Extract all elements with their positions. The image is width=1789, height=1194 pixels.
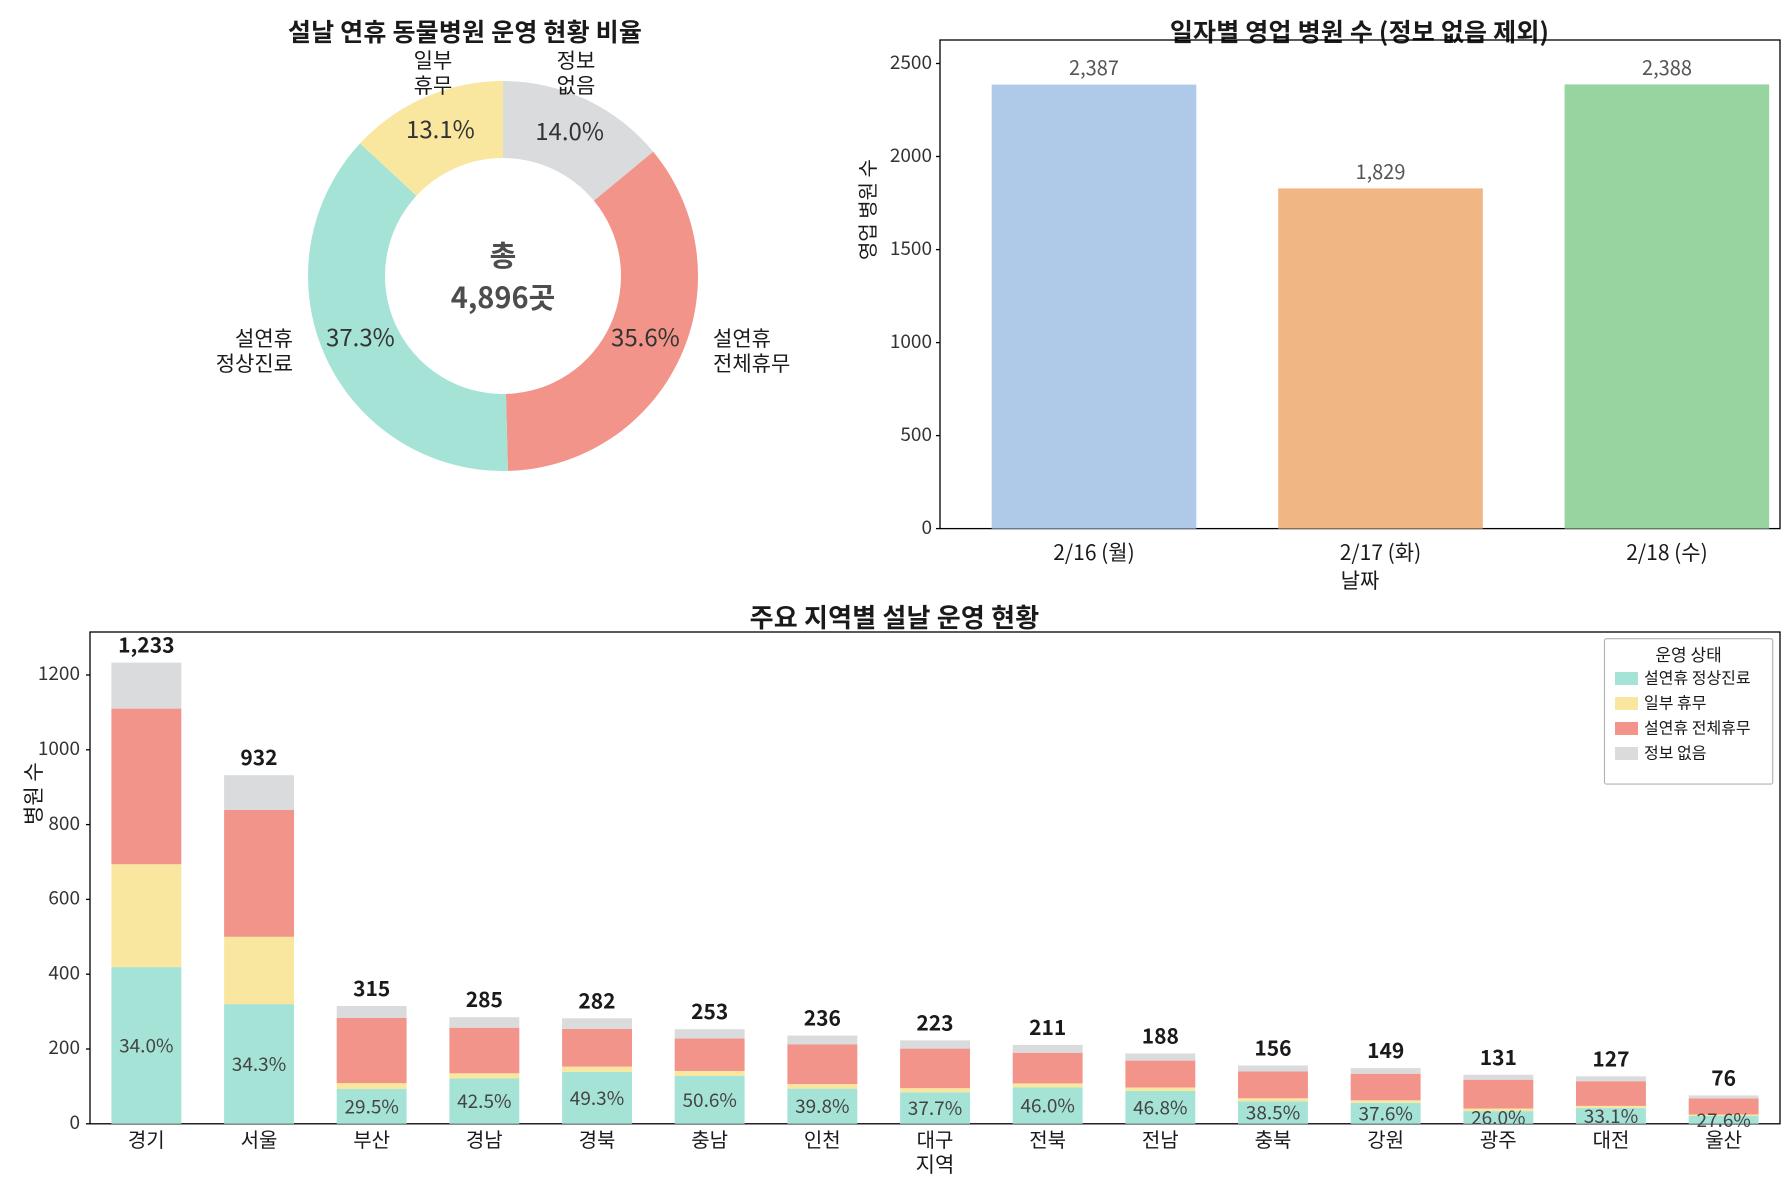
svg-text:188: 188 bbox=[1142, 1021, 1179, 1051]
svg-text:전체휴무: 전체휴무 bbox=[713, 348, 790, 378]
svg-text:전북: 전북 bbox=[1029, 1124, 1066, 1153]
svg-text:2/18 (수): 2/18 (수) bbox=[1626, 537, 1707, 567]
svg-text:400: 400 bbox=[48, 958, 80, 985]
svg-text:경북: 경북 bbox=[579, 1124, 616, 1153]
svg-text:131: 131 bbox=[1480, 1042, 1517, 1072]
svg-text:211: 211 bbox=[1029, 1012, 1066, 1042]
svg-text:76: 76 bbox=[1711, 1062, 1736, 1092]
svg-text:광주: 광주 bbox=[1480, 1124, 1517, 1153]
svg-text:설연휴 정상진료: 설연휴 정상진료 bbox=[1644, 665, 1751, 689]
svg-text:4,896곳: 4,896곳 bbox=[451, 275, 556, 317]
svg-text:282: 282 bbox=[578, 985, 615, 1015]
svg-text:600: 600 bbox=[48, 884, 80, 911]
svg-text:1200: 1200 bbox=[38, 659, 80, 686]
svg-text:46.0%: 46.0% bbox=[1020, 1092, 1074, 1119]
svg-text:253: 253 bbox=[691, 996, 728, 1026]
svg-text:14.0%: 14.0% bbox=[535, 112, 604, 147]
svg-text:29.5%: 29.5% bbox=[344, 1092, 398, 1119]
svg-text:울산: 울산 bbox=[1705, 1124, 1742, 1153]
svg-text:0: 0 bbox=[921, 513, 932, 540]
svg-text:지역: 지역 bbox=[916, 1149, 955, 1179]
svg-text:34.3%: 34.3% bbox=[232, 1050, 286, 1077]
svg-text:34.0%: 34.0% bbox=[119, 1031, 173, 1058]
svg-text:1500: 1500 bbox=[890, 234, 932, 261]
svg-text:315: 315 bbox=[353, 973, 390, 1003]
svg-text:서울: 서울 bbox=[241, 1124, 278, 1153]
svg-text:정보 없음: 정보 없음 bbox=[1644, 740, 1706, 764]
svg-text:정상진료: 정상진료 bbox=[216, 348, 293, 378]
svg-text:1,829: 1,829 bbox=[1356, 156, 1406, 185]
svg-text:일부 휴무: 일부 휴무 bbox=[1644, 690, 1706, 714]
svg-text:46.8%: 46.8% bbox=[1133, 1093, 1187, 1120]
svg-text:285: 285 bbox=[466, 984, 503, 1014]
svg-text:1000: 1000 bbox=[38, 734, 80, 761]
svg-text:1000: 1000 bbox=[890, 327, 932, 354]
svg-text:없음: 없음 bbox=[557, 70, 596, 100]
svg-text:총: 총 bbox=[490, 233, 517, 275]
svg-text:500: 500 bbox=[900, 420, 932, 447]
svg-text:13.1%: 13.1% bbox=[406, 110, 475, 145]
svg-text:설연휴 전체휴무: 설연휴 전체휴무 bbox=[1644, 715, 1751, 739]
svg-text:대구: 대구 bbox=[917, 1124, 954, 1153]
svg-text:932: 932 bbox=[240, 742, 277, 772]
svg-text:37.3%: 37.3% bbox=[326, 318, 395, 353]
svg-text:800: 800 bbox=[48, 809, 80, 836]
svg-text:2000: 2000 bbox=[890, 141, 932, 168]
svg-text:156: 156 bbox=[1254, 1033, 1291, 1063]
svg-text:휴무: 휴무 bbox=[414, 70, 453, 100]
svg-text:충남: 충남 bbox=[691, 1124, 728, 1153]
svg-text:42.5%: 42.5% bbox=[457, 1087, 511, 1114]
svg-text:2/17 (화): 2/17 (화) bbox=[1340, 537, 1421, 567]
svg-text:2/16 (월): 2/16 (월) bbox=[1053, 537, 1134, 567]
svg-text:부산: 부산 bbox=[353, 1124, 390, 1153]
svg-text:200: 200 bbox=[48, 1033, 80, 1060]
svg-text:2,387: 2,387 bbox=[1069, 52, 1119, 81]
svg-text:경기: 경기 bbox=[128, 1124, 165, 1153]
svg-text:37.6%: 37.6% bbox=[1358, 1099, 1412, 1126]
svg-text:223: 223 bbox=[916, 1007, 953, 1037]
svg-text:236: 236 bbox=[804, 1003, 841, 1033]
svg-text:전남: 전남 bbox=[1142, 1124, 1179, 1153]
svg-text:127: 127 bbox=[1592, 1043, 1629, 1073]
svg-text:2,388: 2,388 bbox=[1642, 52, 1692, 81]
svg-text:37.7%: 37.7% bbox=[908, 1094, 962, 1121]
svg-text:49.3%: 49.3% bbox=[570, 1084, 624, 1111]
svg-text:0: 0 bbox=[69, 1108, 80, 1135]
svg-text:경남: 경남 bbox=[466, 1124, 503, 1153]
svg-text:충북: 충북 bbox=[1255, 1124, 1292, 1153]
svg-text:38.5%: 38.5% bbox=[1246, 1099, 1300, 1126]
svg-text:35.6%: 35.6% bbox=[611, 318, 680, 353]
svg-text:대전: 대전 bbox=[1593, 1124, 1630, 1153]
svg-text:2500: 2500 bbox=[890, 48, 932, 75]
svg-text:운영 상태: 운영 상태 bbox=[1655, 641, 1721, 666]
svg-text:149: 149 bbox=[1367, 1035, 1404, 1065]
svg-text:강원: 강원 bbox=[1367, 1124, 1404, 1153]
svg-text:인천: 인천 bbox=[804, 1124, 841, 1153]
svg-text:50.6%: 50.6% bbox=[682, 1086, 736, 1113]
svg-text:39.8%: 39.8% bbox=[795, 1092, 849, 1119]
